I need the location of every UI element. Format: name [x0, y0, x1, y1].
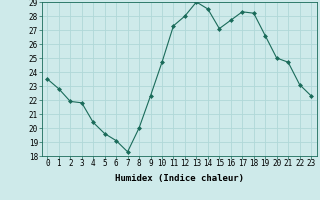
- X-axis label: Humidex (Indice chaleur): Humidex (Indice chaleur): [115, 174, 244, 183]
